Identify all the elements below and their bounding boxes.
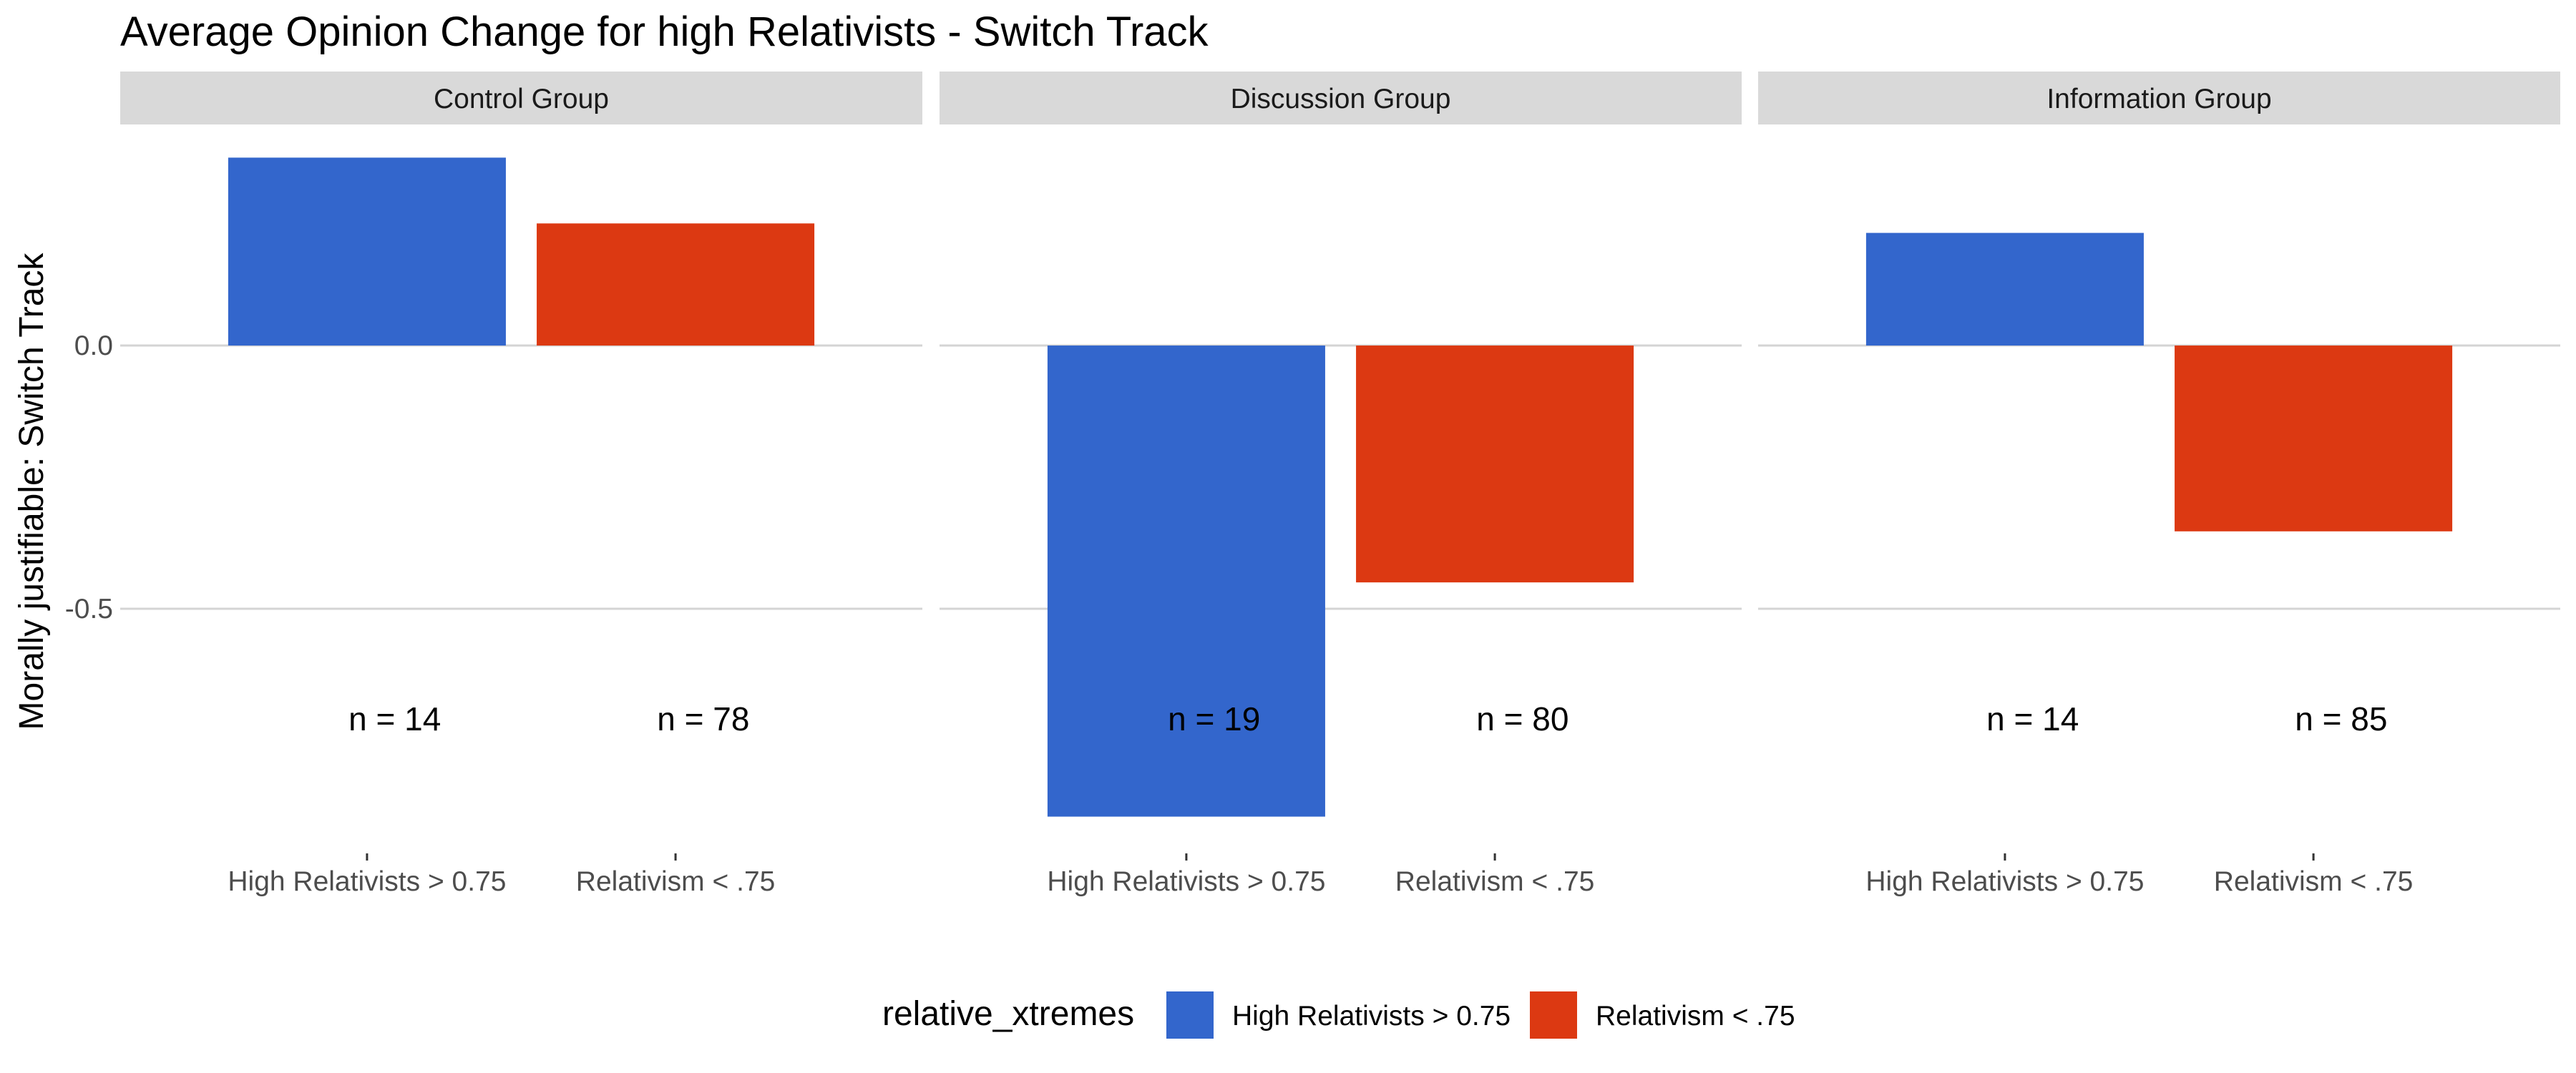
bar-relativism-75 — [1356, 346, 1634, 583]
n-label: n = 14 — [348, 700, 441, 738]
legend-key-high-relativists-0-75 — [1166, 991, 1214, 1039]
bar-relativism-75 — [2175, 346, 2453, 531]
n-label: n = 14 — [1986, 700, 2079, 738]
y-tick-label: 0.0 — [74, 330, 113, 361]
y-tick-label: -0.5 — [65, 594, 113, 624]
x-tick-label: Relativism < .75 — [1395, 866, 1595, 897]
facet-strip — [1758, 72, 2560, 124]
n-label: n = 80 — [1476, 700, 1568, 738]
facet-panels: 0.0 -0.5 Control Group n = 14 High Relativis… — [65, 72, 2560, 897]
facet-information-group: Information Group n = 14 High Relativists … — [1758, 72, 2560, 897]
facet-strip-label: Discussion Group — [1231, 84, 1451, 114]
facet-strip — [940, 72, 1742, 124]
x-tick-label: Relativism < .75 — [2214, 866, 2414, 897]
chart-title: Average Opinion Change for high Relativi… — [120, 9, 1209, 55]
n-label: n = 78 — [657, 700, 749, 738]
facet-discussion-group: Discussion Group n = 19 High Relativists >… — [940, 72, 1742, 897]
x-tick-label: High Relativists > 0.75 — [1865, 866, 2144, 897]
bar-high-relativists-0-75 — [1047, 346, 1325, 817]
facet-strip-label: Information Group — [2046, 84, 2271, 114]
n-label: n = 19 — [1168, 700, 1260, 738]
legend-key-relativism-75 — [1530, 991, 1577, 1039]
legend-label: High Relativists > 0.75 — [1232, 1001, 1511, 1032]
x-tick-label: High Relativists > 0.75 — [228, 866, 506, 897]
legend: relative_xtremes High Relativists > 0.75… — [882, 991, 1795, 1039]
facet-strip — [120, 72, 922, 124]
facet-strip-label: Control Group — [434, 84, 609, 114]
facet-control-group: Control Group n = 14 High Relativists > 0.… — [120, 72, 922, 897]
y-axis-title: Morally justifiable: Switch Track — [13, 253, 51, 730]
x-tick-label: High Relativists > 0.75 — [1047, 866, 1325, 897]
bar-relativism-75 — [537, 223, 815, 346]
bar-high-relativists-0-75 — [228, 157, 506, 346]
x-tick-label: Relativism < .75 — [576, 866, 776, 897]
legend-items: High Relativists > 0.75 Relativism < .75 — [1166, 991, 1795, 1039]
legend-label: Relativism < .75 — [1596, 1001, 1795, 1032]
bar-high-relativists-0-75 — [1865, 232, 2144, 346]
n-label: n = 85 — [2295, 700, 2387, 738]
legend-title: relative_xtremes — [882, 995, 1134, 1033]
